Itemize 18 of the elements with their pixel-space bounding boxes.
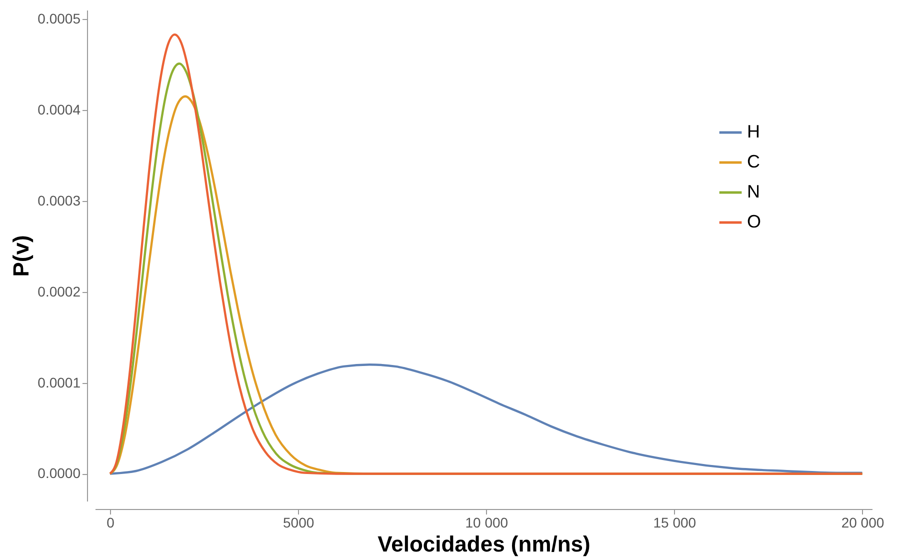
x-tick-label: 5000 <box>283 514 314 530</box>
y-tick-label: 0.0005 <box>38 10 81 27</box>
y-tick-label: 0.0000 <box>38 465 81 482</box>
x-tick-label: 10 000 <box>465 514 508 530</box>
y-tick-label: 0.0002 <box>38 283 81 300</box>
y-tick-label: 0.0004 <box>38 102 81 118</box>
x-tick-label: 15 000 <box>653 514 696 530</box>
y-axis-title: P(v) <box>8 235 34 277</box>
y-tick-label: 0.0003 <box>38 192 81 208</box>
x-axis-title: Velocidades (nm/ns) <box>378 532 590 556</box>
y-tick-label: 0.0001 <box>38 374 81 390</box>
legend-label: C <box>747 152 760 172</box>
line-series <box>108 364 864 475</box>
legend-label: O <box>747 212 762 232</box>
legend-label: N <box>747 182 760 202</box>
x-tick-label: 0 <box>106 514 115 530</box>
legend-label: H <box>747 122 760 142</box>
x-tick-label: 20 000 <box>841 514 884 530</box>
